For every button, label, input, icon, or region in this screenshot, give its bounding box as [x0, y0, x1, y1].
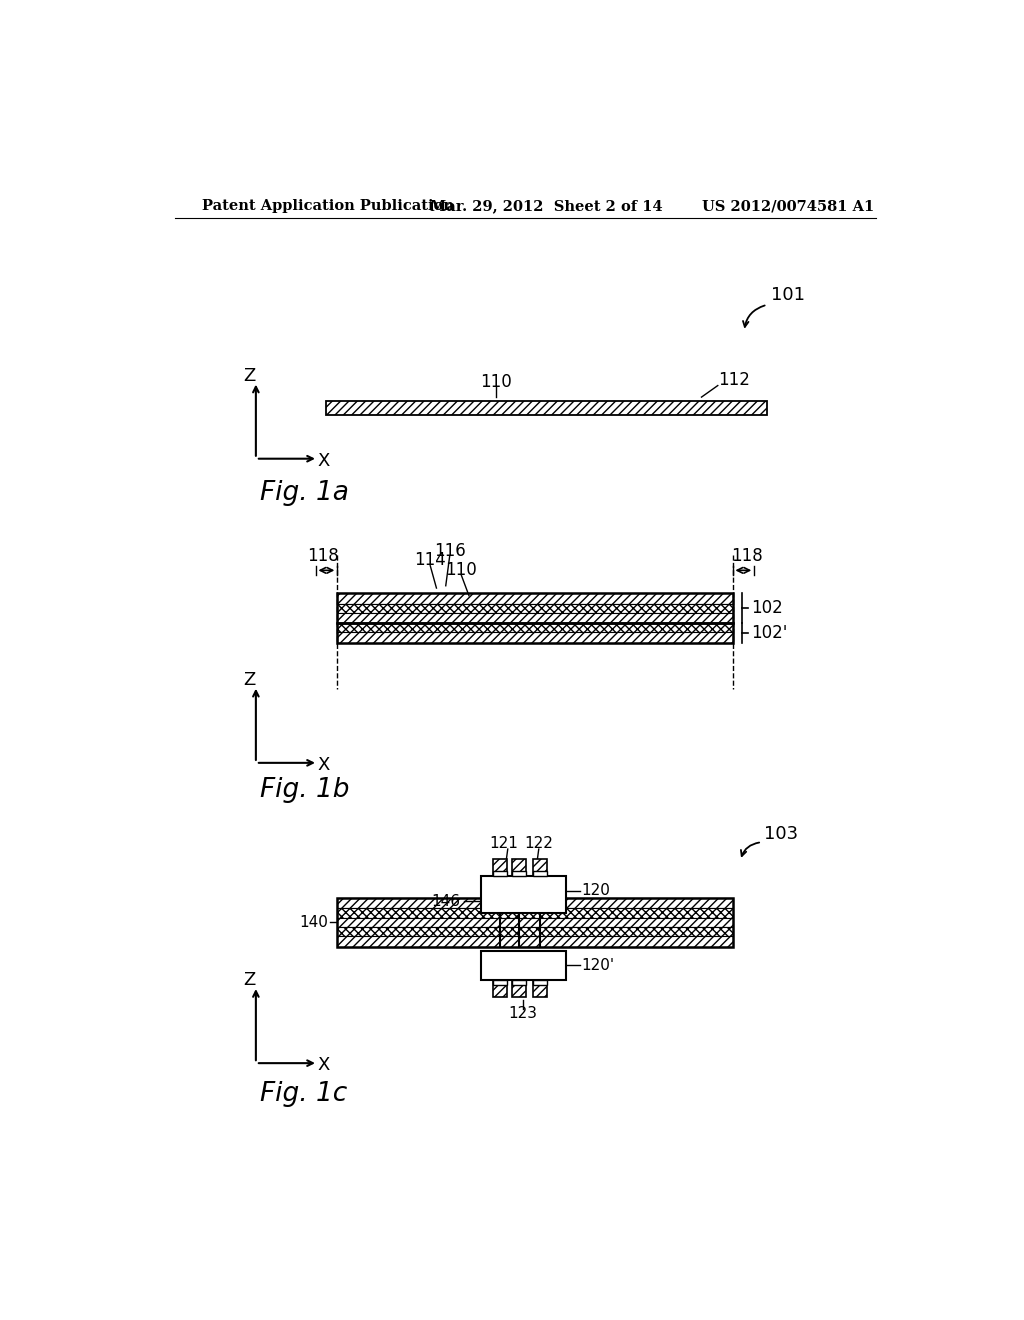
Text: 110: 110 — [480, 372, 512, 391]
Text: Fig. 1b: Fig. 1b — [260, 776, 349, 803]
Bar — [534, 979, 547, 985]
Text: 122: 122 — [524, 836, 553, 851]
Bar — [493, 979, 507, 985]
Text: X: X — [317, 451, 331, 470]
Text: 116: 116 — [434, 543, 466, 560]
Bar — [337, 614, 732, 623]
Bar — [512, 859, 526, 876]
Bar — [337, 623, 732, 632]
Bar — [337, 917, 732, 927]
Bar — [534, 979, 547, 997]
Text: US 2012/0074581 A1: US 2012/0074581 A1 — [701, 199, 873, 213]
Bar — [534, 859, 547, 876]
Bar — [480, 950, 566, 979]
Text: Z: Z — [244, 671, 256, 689]
Text: 103: 103 — [764, 825, 798, 843]
Bar — [337, 594, 732, 623]
Bar — [337, 927, 732, 936]
Text: X: X — [317, 756, 331, 774]
Text: 112: 112 — [719, 371, 751, 389]
Text: Mar. 29, 2012  Sheet 2 of 14: Mar. 29, 2012 Sheet 2 of 14 — [430, 199, 663, 213]
Text: 121: 121 — [489, 836, 518, 851]
Bar — [512, 979, 526, 985]
Text: 146: 146 — [431, 894, 460, 909]
Text: X: X — [317, 1056, 331, 1074]
Bar — [493, 871, 507, 876]
Bar — [337, 594, 732, 605]
Bar — [512, 871, 526, 876]
Text: 102: 102 — [751, 599, 783, 616]
Text: 102': 102' — [751, 624, 787, 642]
Text: Fig. 1c: Fig. 1c — [260, 1081, 347, 1107]
Bar — [337, 898, 732, 908]
Text: Fig. 1a: Fig. 1a — [260, 480, 348, 507]
Text: 118: 118 — [306, 548, 338, 565]
Text: 120': 120' — [582, 958, 614, 973]
Text: 110: 110 — [445, 561, 477, 578]
Bar — [337, 908, 732, 917]
Text: Z: Z — [244, 367, 256, 384]
Text: Z: Z — [244, 972, 256, 989]
Text: 114: 114 — [415, 552, 446, 569]
Bar — [337, 936, 732, 946]
Text: 123: 123 — [509, 1006, 538, 1022]
Bar — [493, 979, 507, 997]
Bar — [512, 979, 526, 997]
Bar — [493, 859, 507, 876]
Bar — [480, 876, 566, 913]
Bar — [337, 605, 732, 614]
Text: 120: 120 — [582, 883, 610, 898]
Bar — [326, 401, 767, 414]
Text: Patent Application Publication: Patent Application Publication — [202, 199, 454, 213]
Text: 140: 140 — [299, 915, 328, 929]
Text: 118: 118 — [731, 548, 763, 565]
Text: 101: 101 — [771, 286, 805, 305]
Bar — [534, 871, 547, 876]
Bar — [337, 623, 732, 643]
Bar — [337, 898, 732, 946]
Bar — [337, 632, 732, 643]
